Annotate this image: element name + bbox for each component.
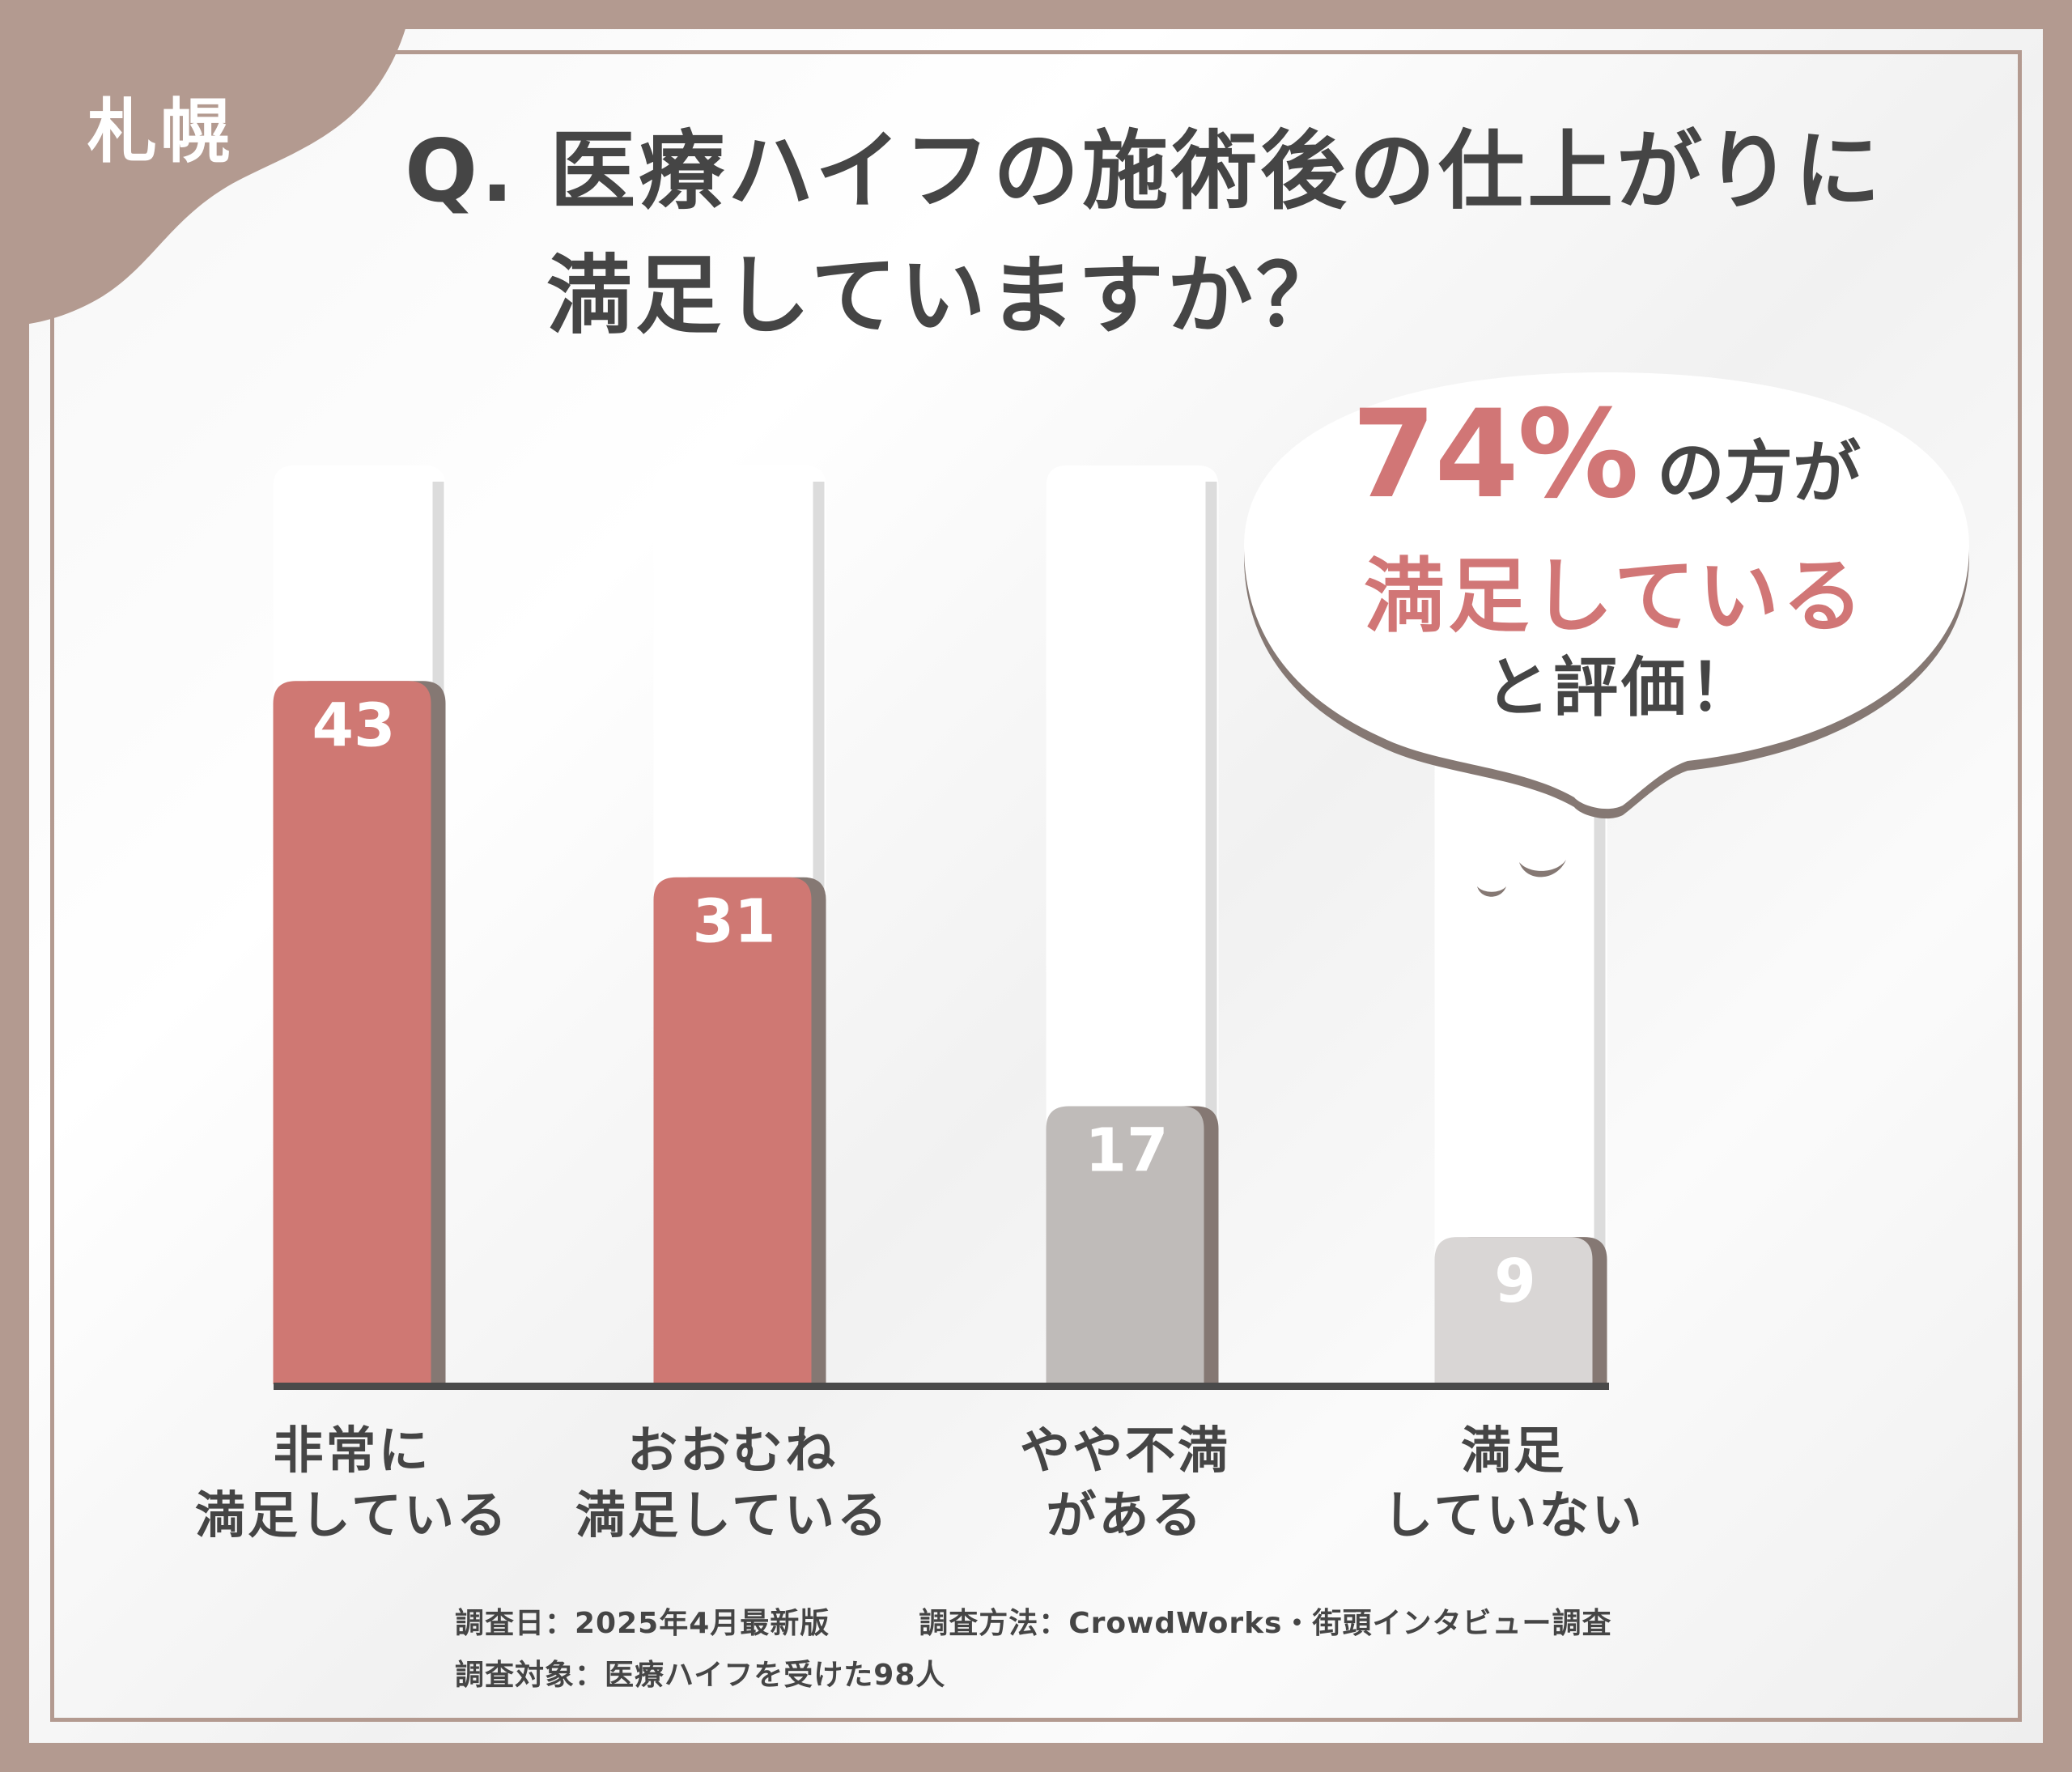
category-label-4: 満足 していない xyxy=(1382,1421,1645,1545)
callout-highlight: 満足している xyxy=(1364,549,1866,644)
bar-4 xyxy=(1434,1237,1593,1384)
question-line-2: 満足していますか？ xyxy=(546,246,1345,346)
corner-badge xyxy=(0,0,413,327)
data-label-1: 43 xyxy=(312,691,396,760)
data-label-4: 9 xyxy=(1494,1247,1536,1316)
x-axis-baseline xyxy=(274,1383,1609,1390)
survey-date-and-method: 調査日：2025年4月最新版 調査方法：CrowdWorks・街頭インタビュー調査 xyxy=(455,1600,1611,1642)
callout-tail: と評価！ xyxy=(1485,650,1757,725)
bar-3 xyxy=(1046,1106,1204,1384)
survey-target: 調査対象：医療ハイフを受けた98人 xyxy=(455,1659,946,1692)
data-label-3: 17 xyxy=(1085,1116,1169,1186)
speech-bubble xyxy=(1244,372,1969,897)
question-line-1: Q. 医療ハイフの施術後の仕上がりに xyxy=(405,121,1884,221)
question-title: Q. 医療ハイフの施術後の仕上がりに 満足していますか？ xyxy=(405,109,2007,359)
callout-line-1: 74% の方が xyxy=(1352,385,1967,525)
survey-method: 調査方法：CrowdWorks・街頭インタビュー調査 xyxy=(919,1607,1612,1640)
data-label-2: 31 xyxy=(693,887,776,957)
survey-date: 調査日：2025年4月最新版 xyxy=(455,1607,830,1640)
city-label: 札幌 xyxy=(87,91,233,172)
bar-2 xyxy=(653,877,812,1384)
callout-percent: 74% xyxy=(1352,385,1639,525)
category-label-1: 非常に 満足している xyxy=(194,1421,510,1545)
callout-suffix: の方が xyxy=(1657,433,1862,512)
bar-1 xyxy=(273,681,431,1384)
category-label-2: おおむね 満足している xyxy=(575,1421,890,1545)
category-label-3: やや不満 がある xyxy=(1019,1421,1230,1545)
